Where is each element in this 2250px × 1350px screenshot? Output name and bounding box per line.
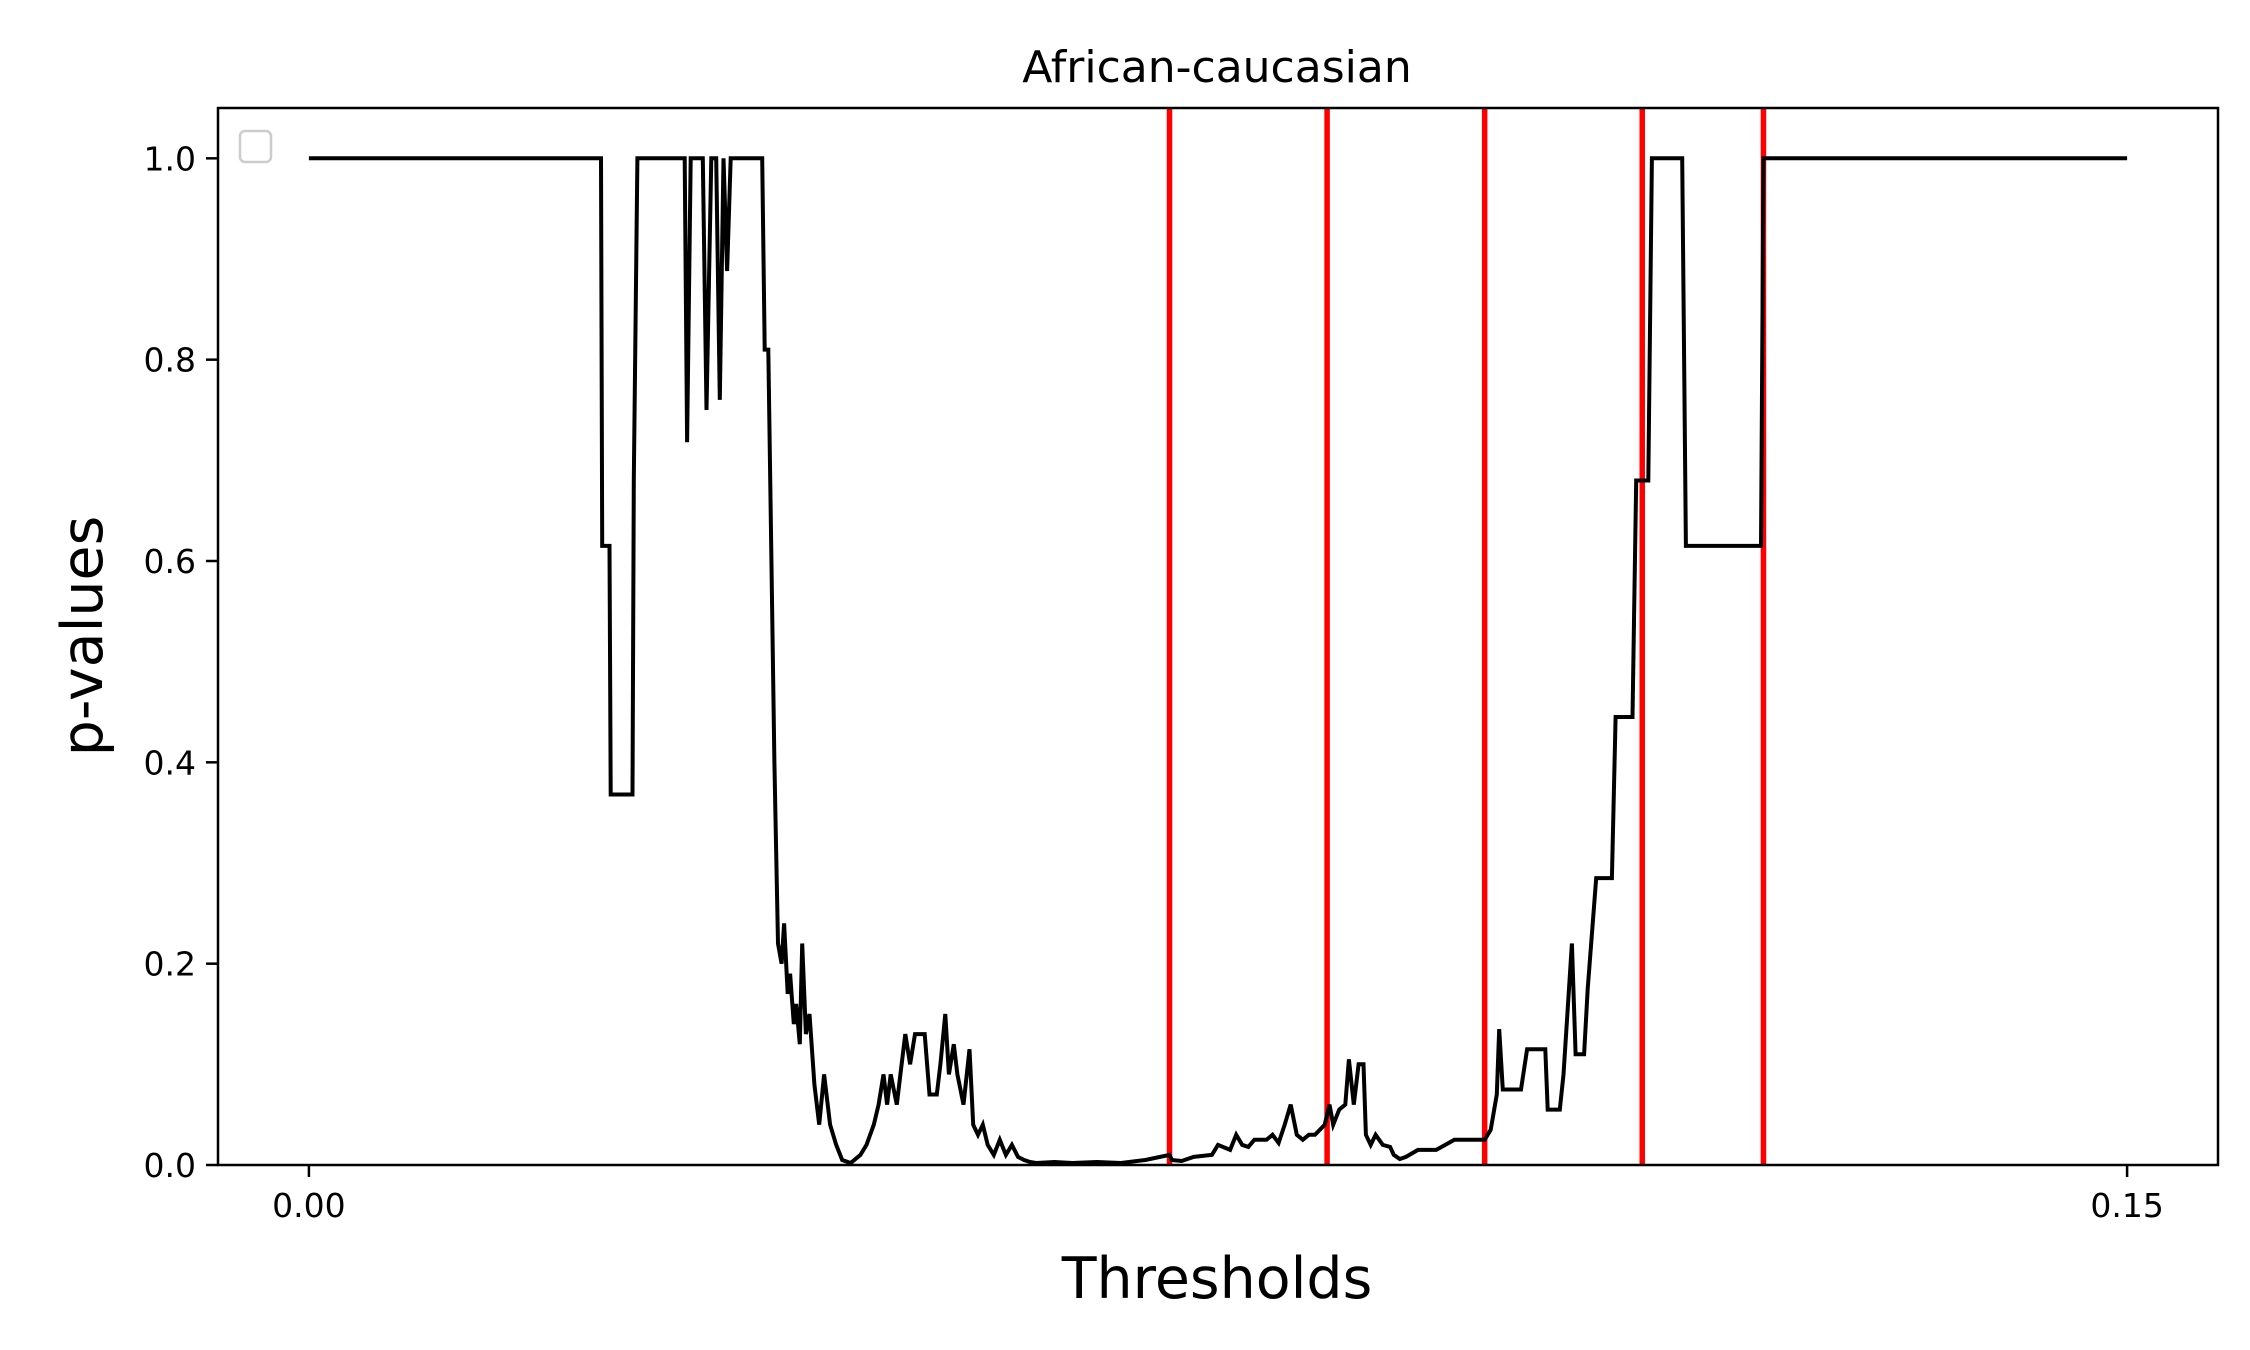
y-axis: 0.0 0.2 0.4 0.6 0.8 1.0 [144, 139, 218, 1185]
y-tick-label: 0.4 [144, 743, 196, 782]
p-value-series-line [308, 156, 2128, 1166]
axes-frame [216, 106, 2220, 1167]
y-tick-label: 0.0 [144, 1146, 196, 1185]
y-tick-label: 0.6 [144, 542, 196, 581]
y-tick-label: 1.0 [144, 139, 196, 178]
x-axis-title: Thresholds [1061, 1246, 1373, 1312]
x-tick-label: 0.00 [272, 1186, 345, 1225]
legend-box [238, 129, 273, 164]
x-axis: 0.00 0.15 [272, 1165, 2164, 1225]
plot-area [308, 108, 2128, 1166]
y-axis-title: p-values [50, 516, 116, 757]
y-tick-label: 0.8 [144, 341, 196, 380]
chart-title: African-caucasian [1022, 42, 1411, 93]
y-tick-label: 0.2 [144, 945, 196, 984]
x-tick-label: 0.15 [2090, 1186, 2163, 1225]
